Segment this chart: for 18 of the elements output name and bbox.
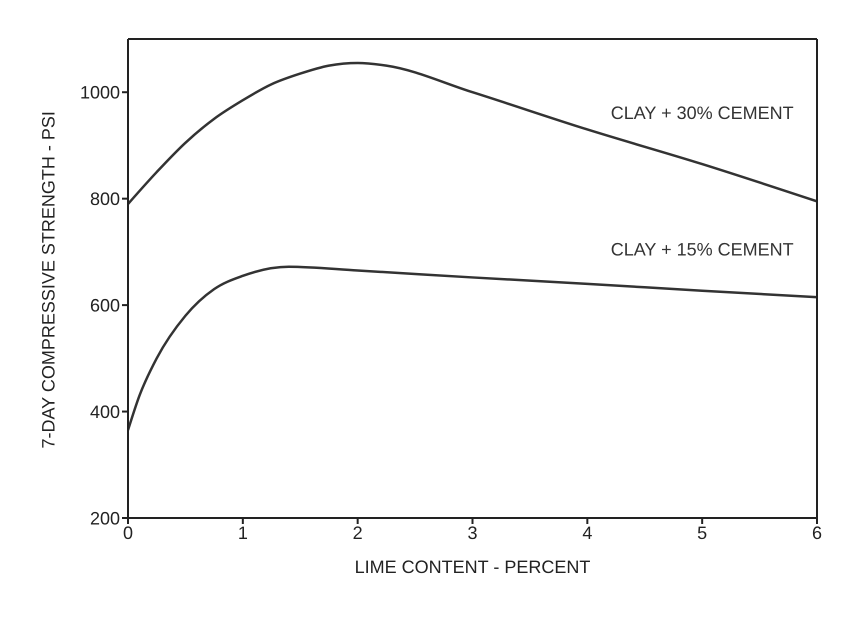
y-tick-label: 1000	[80, 82, 120, 103]
x-tick-label: 0	[122, 522, 134, 543]
x-axis-title: LIME CONTENT - PERCENT	[354, 557, 590, 577]
x-tick-label: 2	[352, 522, 363, 543]
series-label: CLAY + 30% CEMENT	[610, 103, 794, 124]
x-tick-label: 5	[697, 522, 708, 543]
x-tick-label: 6	[812, 522, 822, 543]
series-label: CLAY + 15% CEMENT	[610, 240, 794, 260]
line-series	[128, 62, 817, 206]
line-series	[128, 266, 817, 432]
x-tick-label: 3	[467, 522, 478, 543]
y-axis-title: 7-DAY COMPRESSIVE STRENGTH - PSI	[38, 111, 58, 448]
y-tick-label: 400	[90, 402, 120, 422]
x-tick-label: 4	[582, 522, 592, 543]
y-tick-label: 800	[90, 189, 120, 210]
x-tick-label: 1	[238, 522, 248, 543]
y-tick-label: 200	[90, 508, 120, 528]
y-tick-label: 600	[90, 296, 120, 316]
